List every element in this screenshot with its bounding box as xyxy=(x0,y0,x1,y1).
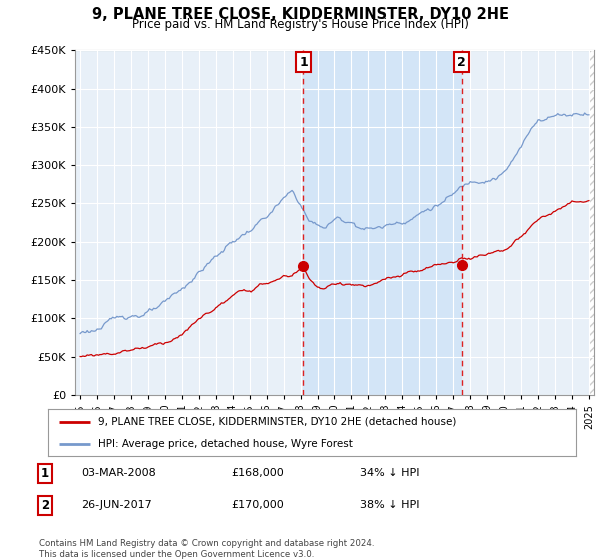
Text: 2: 2 xyxy=(457,55,466,68)
Bar xyxy=(589,50,594,395)
Text: 1: 1 xyxy=(41,466,49,480)
Bar xyxy=(304,50,461,395)
Text: Contains HM Land Registry data © Crown copyright and database right 2024.
This d: Contains HM Land Registry data © Crown c… xyxy=(39,539,374,559)
Text: £170,000: £170,000 xyxy=(231,500,284,510)
Text: 03-MAR-2008: 03-MAR-2008 xyxy=(81,468,156,478)
Text: Price paid vs. HM Land Registry's House Price Index (HPI): Price paid vs. HM Land Registry's House … xyxy=(131,18,469,31)
Text: HPI: Average price, detached house, Wyre Forest: HPI: Average price, detached house, Wyre… xyxy=(98,438,353,449)
Text: 9, PLANE TREE CLOSE, KIDDERMINSTER, DY10 2HE: 9, PLANE TREE CLOSE, KIDDERMINSTER, DY10… xyxy=(91,7,509,22)
Text: 9, PLANE TREE CLOSE, KIDDERMINSTER, DY10 2HE (detached house): 9, PLANE TREE CLOSE, KIDDERMINSTER, DY10… xyxy=(98,417,457,427)
Text: £168,000: £168,000 xyxy=(231,468,284,478)
Text: 34% ↓ HPI: 34% ↓ HPI xyxy=(360,468,419,478)
Text: 38% ↓ HPI: 38% ↓ HPI xyxy=(360,500,419,510)
Text: 26-JUN-2017: 26-JUN-2017 xyxy=(81,500,152,510)
Text: 1: 1 xyxy=(299,55,308,68)
Text: 2: 2 xyxy=(41,498,49,512)
